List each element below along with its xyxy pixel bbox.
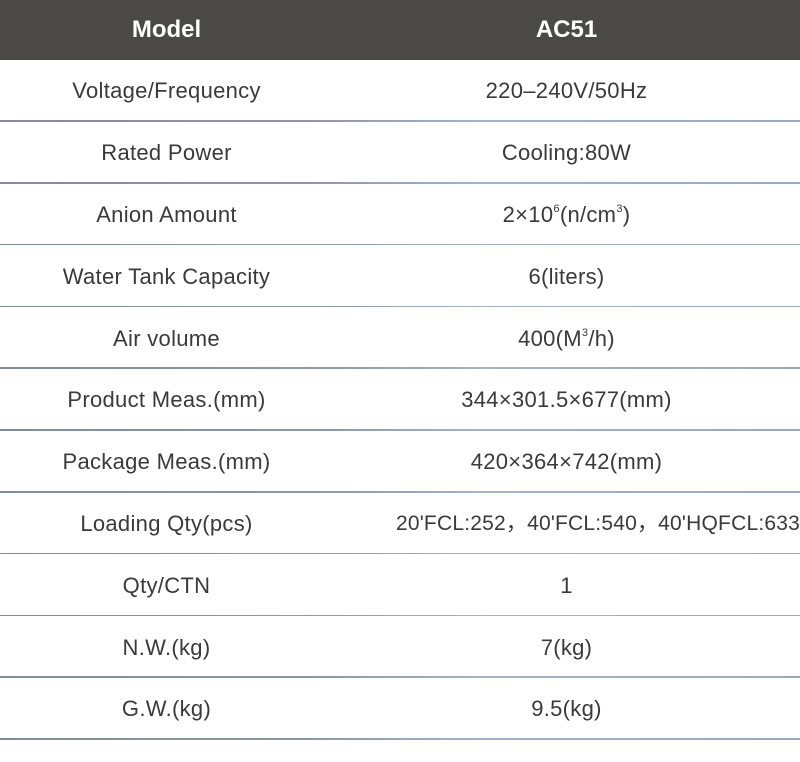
- table-row: Qty/CTN 1: [0, 554, 800, 616]
- row-value: Cooling:80W: [501, 140, 632, 166]
- table-row: Voltage/Frequency 220–240V/50Hz: [0, 60, 800, 122]
- row-label: N.W.(kg): [122, 634, 211, 660]
- row-value: 420×364×742(mm): [470, 449, 663, 475]
- row-value: 7(kg): [540, 634, 593, 660]
- row-label: Rated Power: [101, 140, 232, 166]
- row-label: Anion Amount: [96, 201, 237, 227]
- value-part: /h): [588, 325, 615, 351]
- row-label: Product Meas.(mm): [67, 387, 266, 413]
- row-label: Water Tank Capacity: [62, 263, 271, 289]
- table-header: Model AC51: [0, 0, 800, 60]
- value-part: 400(M: [518, 325, 582, 351]
- row-value: 20'FCL:252，40'FCL:540，40'HQFCL:633: [395, 511, 800, 535]
- table-row: Loading Qty(pcs) 20'FCL:252，40'FCL:540，4…: [0, 493, 800, 555]
- row-value: 344×301.5×677(mm): [461, 387, 672, 413]
- value-part: 2×10: [502, 201, 554, 227]
- row-label: Loading Qty(pcs): [80, 510, 253, 536]
- header-model-label: Model: [131, 16, 202, 43]
- table-row: Anion Amount 2×106(n/cm3): [0, 184, 800, 246]
- value-part: (n/cm: [559, 201, 617, 227]
- row-value: 6(liters): [528, 263, 605, 289]
- table-row: Rated Power Cooling:80W: [0, 122, 800, 184]
- row-value: 400(M3/h): [333, 308, 800, 369]
- row-label: Qty/CTN: [122, 572, 211, 598]
- value-part: ): [622, 201, 631, 227]
- row-label: G.W.(kg): [121, 696, 212, 722]
- value-superscript: 3: [581, 326, 589, 339]
- row-value: 1: [560, 572, 573, 598]
- row-label: Package Meas.(mm): [62, 449, 271, 475]
- row-label: Air volume: [113, 325, 220, 351]
- table-row: Package Meas.(mm) 420×364×742(mm): [0, 431, 800, 493]
- row-label: Voltage/Frequency: [72, 78, 261, 104]
- row-value: 220–240V/50Hz: [485, 78, 648, 104]
- table-row: G.W.(kg) 9.5(kg): [0, 678, 800, 740]
- table-row: Water Tank Capacity 6(liters): [0, 245, 800, 307]
- row-value: 2×106(n/cm3): [333, 184, 800, 245]
- table-row: Product Meas.(mm) 344×301.5×677(mm): [0, 369, 800, 431]
- table-row: N.W.(kg) 7(kg): [0, 616, 800, 678]
- spec-table: Model AC51 Voltage/Frequency 220–240V/50…: [0, 0, 800, 740]
- header-model-value: AC51: [535, 16, 598, 43]
- row-value: 9.5(kg): [531, 696, 602, 722]
- value-superscript: 3: [616, 202, 623, 215]
- value-superscript: 6: [553, 202, 560, 215]
- table-row: Air volume 400(M3/h): [0, 307, 800, 369]
